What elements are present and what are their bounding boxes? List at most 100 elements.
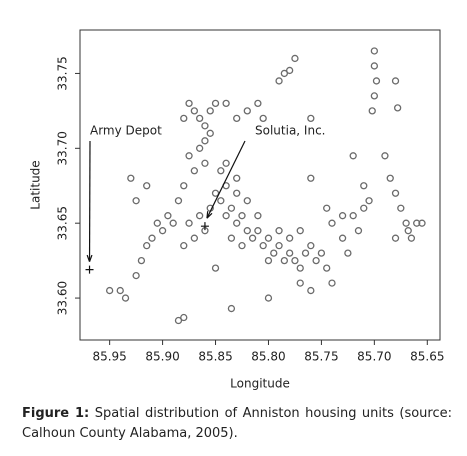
point [195, 114, 204, 123]
point [217, 197, 225, 205]
point [227, 304, 236, 313]
point [254, 99, 262, 108]
point [254, 212, 262, 220]
x-tick-label: 85.90 [145, 350, 179, 364]
point [354, 227, 363, 235]
point [211, 189, 220, 197]
point [259, 114, 267, 123]
annotation: Army Depot [90, 124, 162, 138]
point [291, 54, 299, 63]
point [153, 219, 161, 227]
x-tick-label: 85.95 [92, 350, 126, 364]
point [243, 227, 251, 235]
point [391, 234, 400, 242]
point [132, 197, 140, 205]
y-tick-label: 33.70 [56, 131, 70, 165]
x-tick-label: 85.75 [304, 350, 338, 364]
point [137, 256, 146, 265]
point [328, 219, 336, 227]
point [206, 107, 214, 115]
arrow-line [206, 140, 246, 219]
point [169, 219, 177, 227]
point [248, 234, 257, 242]
point [307, 114, 315, 123]
point [307, 286, 315, 295]
point [393, 104, 402, 112]
point [391, 189, 400, 197]
point [285, 234, 294, 242]
point [370, 47, 379, 55]
point [264, 234, 273, 242]
point [338, 234, 347, 242]
point [195, 212, 204, 220]
point [275, 227, 283, 235]
x-tick-label: 85.85 [198, 350, 232, 364]
x-tick-label: 85.70 [357, 350, 391, 364]
x-tick-label: 85.80 [251, 350, 285, 364]
point [222, 99, 230, 108]
point [418, 219, 426, 227]
point [121, 294, 130, 302]
point [407, 234, 416, 242]
point [397, 204, 405, 212]
marker-plus [85, 265, 94, 274]
x-tick-label: 85.65 [410, 350, 444, 364]
point [368, 107, 376, 115]
point [206, 129, 214, 137]
point [143, 242, 151, 250]
point [243, 197, 251, 205]
point [211, 99, 220, 108]
y-axis-label: Latitude [29, 160, 43, 209]
point [285, 66, 294, 75]
point [264, 256, 273, 265]
point [190, 234, 199, 242]
point [328, 279, 336, 287]
caption: Figure 1: Spatial distribution of Annist… [22, 404, 452, 444]
point [185, 152, 193, 160]
point [185, 219, 193, 227]
point [190, 167, 199, 175]
arrow-head [86, 254, 93, 262]
point [174, 197, 183, 205]
point [158, 227, 167, 235]
point [180, 242, 188, 250]
y-tick-label: 33.60 [56, 281, 70, 315]
point [270, 249, 278, 257]
arrow-head [206, 211, 213, 219]
annotation: Solutia, Inc. [255, 124, 325, 138]
point [201, 122, 209, 130]
point [132, 271, 140, 280]
point [201, 159, 209, 167]
y-tick-label: 33.75 [56, 56, 70, 90]
point [413, 219, 421, 227]
point [127, 174, 135, 182]
point [344, 249, 352, 257]
point [275, 242, 283, 250]
point [185, 99, 193, 108]
point [243, 107, 251, 115]
point [349, 212, 357, 220]
point [105, 286, 114, 295]
point [233, 219, 241, 227]
point [233, 114, 241, 123]
point [296, 227, 304, 235]
point [370, 92, 379, 100]
point [386, 174, 394, 182]
point [201, 137, 209, 145]
point [280, 256, 289, 265]
point [233, 189, 241, 197]
caption-label: Figure 1: [22, 406, 90, 421]
point [404, 227, 412, 235]
point [323, 264, 331, 272]
point [338, 212, 347, 220]
point [372, 77, 381, 85]
point [370, 62, 379, 70]
caption-text: Spatial distribution of Anniston housing… [22, 406, 453, 441]
x-axis-label: Longitude [230, 377, 290, 391]
point [238, 242, 246, 250]
point [143, 182, 151, 190]
point [275, 77, 283, 85]
point [317, 249, 326, 257]
point [222, 159, 230, 167]
point [264, 294, 273, 302]
